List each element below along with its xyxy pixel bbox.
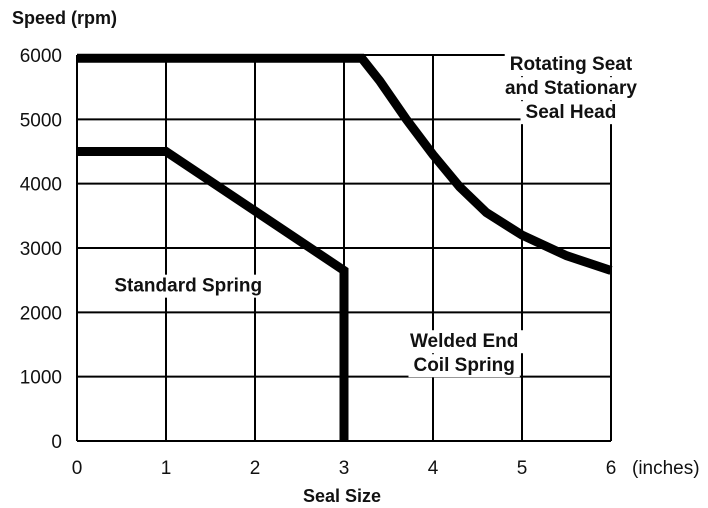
- region-label-bg-2-2: [520, 101, 622, 125]
- tick-labels: 0 1 2 3 4 5 6 0 1000 2000 3000 4000 5000 6000: [20, 46, 617, 479]
- region-label-0-line-0: Standard Spring: [114, 276, 262, 297]
- region-label-1: Welded End Coil Spring: [410, 331, 518, 376]
- region-label-2-line-2: Seal Head: [526, 102, 617, 123]
- series-line-1: [77, 53, 613, 275]
- region-label-bg-1-0: [404, 330, 524, 354]
- series-line-0: [77, 147, 349, 441]
- y-tick-label-2: 2000: [20, 303, 62, 324]
- y-tick-label-3: 3000: [20, 239, 62, 260]
- x-axis-label: Seal Size: [303, 486, 381, 506]
- annotations: Standard Spring Welded End Coil Spring Rota…: [114, 54, 637, 376]
- region-label-bg-2-1: [499, 77, 643, 101]
- region-label-2-line-0: Rotating Seat: [510, 54, 633, 75]
- region-label-0: Standard Spring: [114, 276, 262, 297]
- y-tick-label-1: 1000: [20, 368, 62, 389]
- x-tick-label-0: 0: [72, 458, 83, 479]
- y-axis-label: Speed (rpm): [12, 8, 117, 28]
- region-label-bg-0-0: [109, 274, 268, 298]
- region-label-2: Rotating Seat and Stationary Seal Head: [505, 54, 637, 123]
- y-tick-label-5: 5000: [20, 110, 62, 131]
- region-label-bg-1-1: [408, 354, 520, 378]
- x-tick-label-3: 3: [339, 458, 350, 479]
- x-tick-label-1: 1: [161, 458, 172, 479]
- x-tick-label-4: 4: [428, 458, 439, 479]
- region-label-2-line-1: and Stationary: [505, 78, 637, 99]
- series: [77, 53, 613, 441]
- region-label-1-line-1: Coil Spring: [413, 355, 514, 376]
- x-tick-label-5: 5: [517, 458, 528, 479]
- y-tick-label-6: 6000: [20, 46, 62, 67]
- x-axis-unit: (inches): [632, 458, 700, 479]
- region-label-bg-2-0: [504, 53, 638, 77]
- label-backgrounds: [109, 53, 643, 378]
- y-tick-label-4: 4000: [20, 175, 62, 196]
- y-tick-label-0: 0: [51, 432, 62, 453]
- region-label-1-line-0: Welded End: [410, 331, 518, 352]
- x-tick-label-6: 6: [606, 458, 617, 479]
- x-tick-label-2: 2: [250, 458, 261, 479]
